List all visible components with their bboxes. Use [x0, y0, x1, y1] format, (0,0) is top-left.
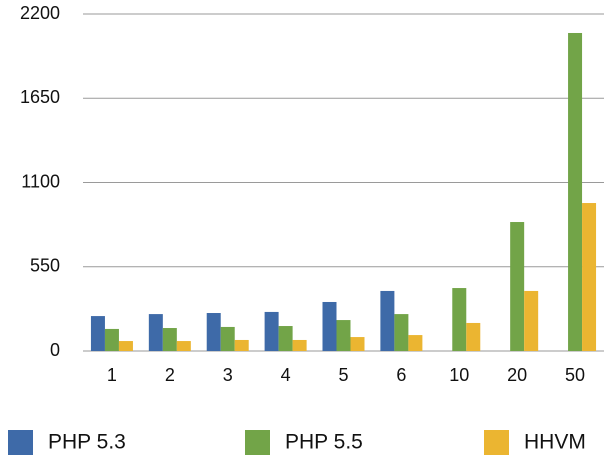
bar: [90, 316, 105, 351]
legend-swatch: [8, 430, 33, 455]
bar: [510, 222, 525, 351]
x-tick-label: 2: [165, 365, 175, 385]
bar: [568, 32, 583, 352]
y-tick-label: 1100: [21, 171, 60, 191]
bar: [524, 290, 539, 351]
bar: [234, 339, 249, 351]
x-tick-label: 5: [338, 365, 348, 385]
bar: [264, 311, 279, 351]
legend-swatch: [484, 430, 509, 455]
bar: [176, 341, 191, 351]
bar: [380, 290, 395, 351]
x-tick-label: 4: [281, 365, 291, 385]
bar: [336, 320, 351, 351]
bar: [408, 335, 423, 351]
x-tick-label: 10: [449, 365, 469, 385]
bar: [350, 337, 365, 351]
bar: [278, 326, 293, 351]
bar: [582, 203, 597, 351]
bar: [206, 313, 221, 351]
bar: [394, 314, 409, 351]
x-tick-label: 3: [223, 365, 233, 385]
x-tick-label: 50: [565, 365, 585, 385]
bar: [292, 339, 307, 351]
bar: [452, 288, 467, 351]
bar: [220, 326, 235, 351]
y-tick-label: 550: [30, 256, 60, 276]
bar: [148, 314, 163, 351]
y-tick-label: 1650: [20, 87, 60, 107]
x-tick-label: 6: [396, 365, 406, 385]
legend-label: PHP 5.3: [48, 431, 126, 454]
y-tick-label: 0: [50, 340, 60, 360]
bar: [322, 301, 337, 351]
y-tick-label: 2200: [20, 3, 60, 23]
legend-swatch: [245, 430, 270, 455]
x-tick-label: 20: [507, 365, 527, 385]
bar: [104, 328, 119, 351]
bar: [466, 322, 481, 351]
x-tick-label: 1: [107, 365, 117, 385]
bar: [162, 328, 177, 351]
bar: [118, 341, 133, 351]
legend-label: HHVM: [524, 431, 586, 454]
legend-label: PHP 5.5: [285, 431, 363, 454]
